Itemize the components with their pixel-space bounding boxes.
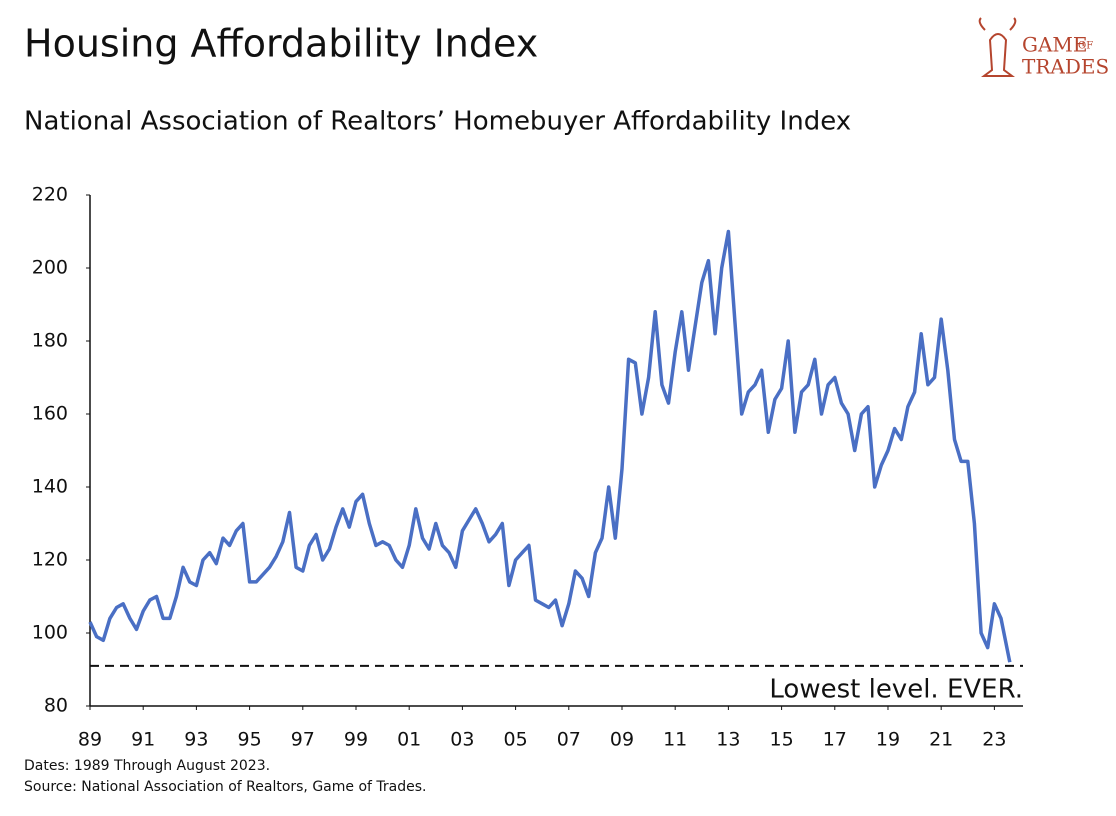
logo: GAME OF TRADES bbox=[978, 17, 1109, 79]
x-tick-label: 95 bbox=[238, 729, 262, 751]
y-tick-label: 160 bbox=[32, 403, 68, 425]
y-tick-label: 180 bbox=[32, 330, 68, 352]
y-tick-label: 200 bbox=[32, 257, 68, 279]
x-tick-label: 89 bbox=[78, 729, 102, 751]
x-tick-label: 99 bbox=[344, 729, 368, 751]
x-tick-label: 97 bbox=[291, 729, 315, 751]
x-tick-label: 05 bbox=[503, 729, 527, 751]
x-tick-label: 03 bbox=[450, 729, 474, 751]
x-tick-label: 17 bbox=[823, 729, 847, 751]
x-tick-label: 07 bbox=[557, 729, 581, 751]
note: Dates: 1989 Through August 2023. bbox=[24, 758, 270, 774]
note: Source: National Association of Realtors… bbox=[24, 779, 426, 795]
x-tick-label: 09 bbox=[610, 729, 634, 751]
chart-subtitle: National Association of Realtors’ Homebu… bbox=[24, 107, 851, 137]
x-tick-label: 11 bbox=[663, 729, 687, 751]
data-line bbox=[88, 229, 1012, 663]
y-tick-label: 100 bbox=[32, 622, 68, 644]
y-tick-label: 220 bbox=[32, 184, 68, 206]
x-tick-label: 21 bbox=[929, 729, 953, 751]
logo-text: TRADES bbox=[1022, 55, 1109, 79]
logo-text: OF bbox=[1078, 41, 1093, 52]
y-tick-label: 140 bbox=[32, 476, 68, 498]
x-tick-label: 15 bbox=[769, 729, 793, 751]
y-tick-label: 80 bbox=[44, 695, 68, 717]
annotation: Lowest level. EVER. bbox=[769, 674, 1023, 704]
x-tick-label: 13 bbox=[716, 729, 740, 751]
y-tick-label: 120 bbox=[32, 549, 68, 571]
x-tick-label: 91 bbox=[131, 729, 155, 751]
x-tick-label: 93 bbox=[184, 729, 208, 751]
logo-text: GAME bbox=[1022, 33, 1088, 57]
x-tick-label: 19 bbox=[876, 729, 900, 751]
x-tick-label: 23 bbox=[982, 729, 1006, 751]
chart-title: Housing Affordability Index bbox=[24, 22, 538, 66]
x-tick-label: 01 bbox=[397, 729, 421, 751]
